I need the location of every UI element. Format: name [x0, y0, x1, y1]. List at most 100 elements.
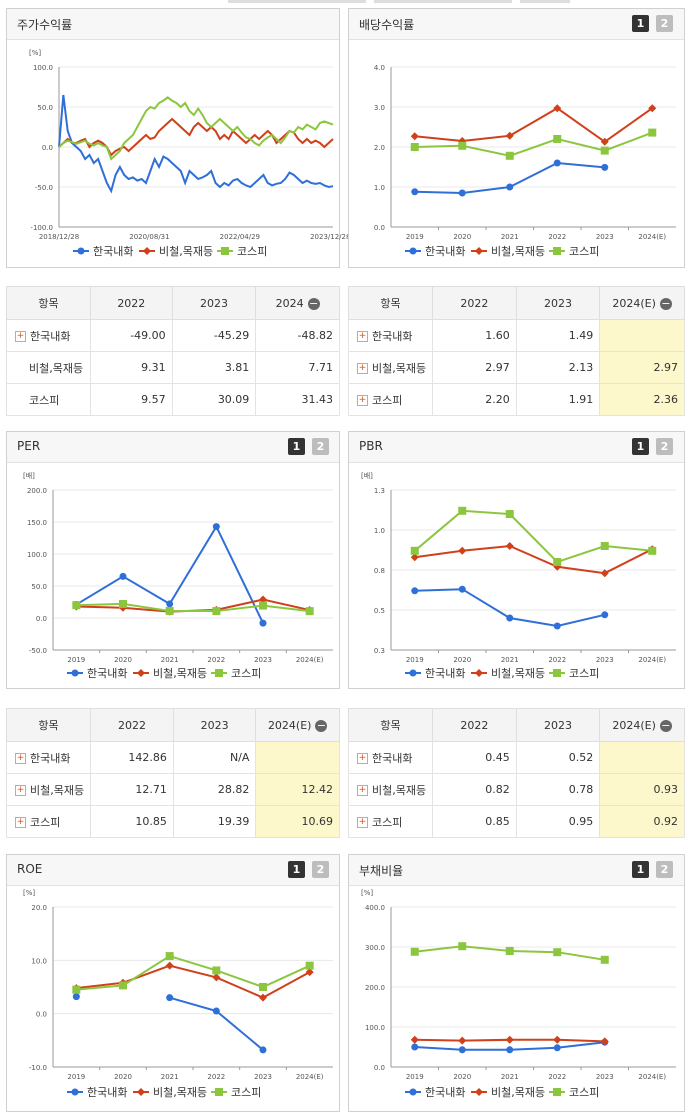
data-point[interactable] [505, 510, 514, 518]
legend-label[interactable]: 코스피 [569, 1086, 599, 1099]
expand-icon[interactable]: + [15, 785, 26, 796]
data-point[interactable] [165, 606, 174, 615]
data-point[interactable] [259, 983, 267, 991]
data-point[interactable] [166, 994, 174, 1002]
row-label[interactable]: + 한국내화 [6, 319, 91, 352]
view-1-button[interactable]: 1 [632, 15, 649, 32]
expand-icon[interactable]: + [357, 395, 368, 406]
view-1-button[interactable]: 1 [632, 438, 649, 455]
data-point[interactable] [553, 1044, 561, 1052]
data-point[interactable] [212, 966, 221, 975]
legend-label[interactable]: 코스피 [231, 667, 261, 680]
data-point[interactable] [600, 569, 609, 578]
row-label[interactable]: + 비철,목재등 [347, 351, 434, 384]
legend-label[interactable]: 한국내화 [425, 1086, 465, 1099]
data-point[interactable] [458, 1036, 467, 1045]
data-point[interactable] [458, 189, 466, 197]
data-point[interactable] [212, 1007, 220, 1015]
legend-label[interactable]: 비철,목재등 [159, 245, 213, 258]
data-point[interactable] [259, 601, 267, 610]
data-point[interactable] [410, 947, 419, 956]
data-point[interactable] [259, 595, 267, 604]
data-point[interactable] [506, 183, 514, 191]
data-point[interactable] [648, 128, 657, 137]
legend-label[interactable]: 코스피 [569, 245, 599, 258]
data-point[interactable] [458, 1046, 466, 1054]
data-point[interactable] [259, 993, 267, 1002]
data-point[interactable] [410, 546, 419, 555]
data-point[interactable] [410, 143, 419, 151]
data-point[interactable] [601, 163, 609, 171]
view-2-button[interactable]: 2 [656, 438, 673, 455]
data-point[interactable] [458, 546, 467, 555]
data-point[interactable] [505, 542, 514, 550]
view-1-button[interactable]: 1 [288, 861, 305, 878]
collapse-icon[interactable]: − [315, 718, 328, 732]
data-point[interactable] [600, 146, 609, 155]
data-point[interactable] [600, 137, 609, 146]
data-point[interactable] [305, 961, 314, 970]
data-point[interactable] [505, 131, 514, 140]
data-point[interactable] [411, 188, 419, 196]
data-point[interactable] [410, 132, 419, 141]
data-point[interactable] [506, 614, 514, 622]
data-point[interactable] [72, 601, 81, 610]
view-2-button[interactable]: 2 [312, 861, 329, 878]
data-point[interactable] [410, 1035, 419, 1044]
data-point[interactable] [648, 546, 657, 555]
data-point[interactable] [212, 973, 221, 982]
data-point[interactable] [600, 955, 609, 964]
data-point[interactable] [553, 1035, 562, 1044]
legend-label[interactable]: 코스피 [231, 1086, 261, 1099]
legend-label[interactable]: 비철,목재등 [491, 667, 545, 680]
legend-label[interactable]: 코스피 [237, 245, 267, 258]
expand-icon[interactable]: + [357, 331, 368, 342]
data-point[interactable] [212, 607, 221, 616]
legend-label[interactable]: 한국내화 [425, 667, 465, 680]
data-point[interactable] [505, 151, 514, 160]
collapse-icon[interactable]: − [659, 718, 672, 732]
data-point[interactable] [165, 961, 174, 970]
data-point[interactable] [553, 159, 561, 167]
view-1-button[interactable]: 1 [288, 438, 305, 455]
data-point[interactable] [553, 104, 562, 113]
data-point[interactable] [553, 135, 562, 143]
data-point[interactable] [212, 523, 220, 531]
data-point[interactable] [458, 506, 467, 515]
data-point[interactable] [458, 141, 467, 150]
data-point[interactable] [553, 948, 562, 957]
legend-label[interactable]: 한국내화 [87, 667, 127, 680]
data-point[interactable] [505, 947, 514, 955]
data-point[interactable] [259, 1046, 267, 1054]
legend-label[interactable]: 한국내화 [425, 245, 465, 258]
view-2-button[interactable]: 2 [656, 15, 673, 32]
legend-label[interactable]: 한국내화 [87, 1086, 127, 1099]
view-1-button[interactable]: 1 [632, 861, 649, 878]
expand-icon[interactable]: + [15, 753, 26, 764]
data-point[interactable] [411, 1043, 419, 1051]
row-label[interactable]: + 비철,목재등 [347, 773, 434, 806]
legend-label[interactable]: 한국내화 [93, 245, 133, 258]
data-point[interactable] [648, 104, 657, 113]
expand-icon[interactable]: + [357, 817, 368, 828]
data-point[interactable] [411, 587, 419, 595]
row-label[interactable]: + 비철,목재등 [5, 773, 92, 806]
legend-label[interactable]: 비철,목재등 [153, 667, 207, 680]
data-point[interactable] [165, 952, 174, 961]
row-label[interactable]: + 코스피 [5, 805, 92, 838]
data-point[interactable] [600, 542, 609, 550]
data-point[interactable] [410, 553, 419, 562]
data-point[interactable] [72, 993, 80, 1001]
expand-icon[interactable]: + [15, 817, 26, 828]
data-point[interactable] [553, 622, 561, 630]
data-point[interactable] [166, 600, 174, 608]
expand-icon[interactable]: + [357, 363, 368, 374]
data-point[interactable] [305, 607, 314, 616]
data-point[interactable] [305, 968, 314, 977]
data-point[interactable] [601, 611, 609, 619]
data-point[interactable] [553, 562, 562, 571]
collapse-icon[interactable]: − [659, 296, 672, 310]
legend-label[interactable]: 코스피 [569, 667, 599, 680]
data-point[interactable] [72, 985, 81, 994]
data-point[interactable] [505, 1035, 514, 1044]
